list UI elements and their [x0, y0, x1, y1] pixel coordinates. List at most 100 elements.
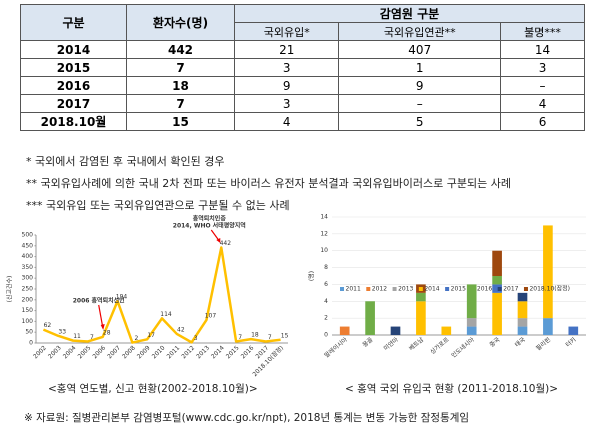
table-cell: 3	[233, 58, 340, 77]
y-tick-label: 8	[324, 264, 328, 271]
y-tick-label: 0	[324, 332, 328, 339]
x-tick-label: 베트남	[407, 335, 425, 352]
y-tick-label: 400	[22, 253, 34, 260]
bar-segment	[365, 301, 375, 335]
legend-label: 2015	[451, 286, 466, 293]
data-label: 17	[147, 332, 155, 339]
table-cell: –	[500, 76, 585, 95]
table-row: 2016 18 9 9–	[20, 76, 585, 95]
table-cell: 4	[233, 112, 340, 131]
table-cell: 1	[338, 58, 502, 77]
table-cell: –	[338, 94, 502, 113]
source: ※ 자료원: 질병관리본부 감염병포털(www.cdc.go.kr/npt), …	[24, 412, 470, 424]
data-label: 442	[220, 240, 232, 247]
x-tick-label: 몽골	[361, 336, 374, 349]
x-tick-label: 2004	[62, 344, 78, 360]
y-tick-label: 6	[324, 281, 328, 288]
y-tick-label: 2	[324, 315, 328, 322]
x-tick-label: 미얀마	[382, 335, 400, 352]
bar-segment	[492, 250, 502, 276]
table-cell: 2014	[20, 40, 127, 59]
table-cell: 5	[338, 112, 502, 131]
table-cell: 9	[233, 76, 340, 95]
line	[42, 246, 281, 344]
x-tick-label: 2003	[47, 344, 63, 360]
table-cell: 2016	[20, 76, 127, 95]
x-tick-label: 중국	[488, 336, 501, 349]
bar-segment	[492, 276, 502, 285]
data-label: 7	[90, 334, 94, 341]
y-axis-label: (명)	[308, 271, 316, 281]
header-cell: 감염원 구분	[234, 4, 585, 23]
x-tick-label: 말레이시아	[323, 335, 350, 359]
x-tick-label: 2005	[77, 344, 93, 360]
data-label: 33	[58, 328, 66, 335]
data-label: 2	[134, 335, 138, 342]
y-axis-label: (신고건수)	[6, 276, 14, 303]
y-tick-label: 350	[22, 264, 34, 271]
table-row: 2018.10월 15 4 5 6	[20, 112, 585, 131]
bar-segment	[517, 318, 528, 327]
data-label: 11	[73, 333, 81, 340]
header-cell: 구분	[20, 4, 127, 41]
x-tick-label: 싱가포르	[428, 335, 450, 356]
charts: (신고건수)0501001502002503003504004505002002…	[6, 214, 586, 377]
x-tick-label: 2009	[136, 344, 152, 360]
table-body: 2014 442 21 407 14 2015 7 3 1 3 2016 18 9 9–2017 7 3–4 2…	[20, 40, 585, 131]
bar-segment	[441, 326, 452, 335]
legend-swatch	[366, 287, 371, 291]
y-tick-label: 12	[320, 230, 328, 237]
table-cell: 4	[500, 94, 585, 113]
y-tick-label: 300	[22, 275, 34, 282]
annotation: 홍역퇴치인증	[193, 215, 227, 223]
table-row: 2014 442 21 407 14	[20, 40, 585, 59]
legend-swatch	[523, 287, 528, 291]
x-tick-label: 2002	[32, 344, 48, 360]
x-tick-label: 2016	[240, 344, 256, 360]
table-cell: 3	[233, 94, 340, 113]
data-label: 3	[194, 335, 198, 342]
bar-segment	[543, 318, 553, 335]
x-tick-label: 2010	[151, 344, 167, 360]
annotation-arrow	[98, 304, 104, 328]
data-label: 15	[281, 332, 289, 339]
y-tick-label: 100	[22, 318, 34, 325]
data-label: 194	[116, 294, 128, 301]
note: ** 국외유입사례에 의한 국내 2차 전파 또는 바이러스 유전자 분석결과 …	[26, 177, 511, 190]
x-tick-label: 2015	[225, 344, 241, 360]
table-row: 2015 7 3 1 3	[20, 58, 585, 77]
table: 구분 환자수(명) 감염원 구분 국외유입* 국외유입연관** 불명*** 20…	[20, 4, 585, 131]
legend-label: 2011	[346, 286, 361, 293]
y-tick-label: 0	[29, 340, 33, 347]
y-tick-label: 500	[22, 232, 34, 239]
arrow-head	[100, 324, 105, 330]
table-cell: 14	[500, 40, 585, 59]
data-label: 107	[205, 312, 217, 319]
y-tick-label: 250	[22, 286, 34, 293]
x-tick-label: 2011	[166, 344, 182, 360]
legend-swatch	[497, 287, 502, 291]
legend-swatch	[471, 287, 476, 291]
data-label: 42	[177, 326, 185, 333]
data-label: 18	[251, 332, 259, 339]
bar-segment	[517, 292, 528, 302]
subheader-cell: 불명***	[500, 22, 585, 41]
subheader-cell: 국외유입*	[233, 22, 340, 41]
y-tick-label: 450	[22, 242, 34, 249]
bar-segment	[466, 284, 477, 319]
x-tick-label: 2006	[91, 344, 107, 360]
x-tick-label: 2012	[180, 344, 196, 360]
bar-segment	[390, 326, 401, 335]
header-cell: 환자수(명)	[126, 4, 235, 41]
table-cell: 9	[338, 76, 502, 95]
bar-segment	[543, 225, 553, 319]
annotation: 2006 홍역퇴치선언	[73, 297, 125, 305]
legend-label: 2016	[477, 286, 492, 293]
y-tick-label: 200	[22, 296, 34, 303]
data-label: 114	[160, 311, 172, 318]
x-tick-label: 2007	[106, 344, 122, 360]
y-tick-label: 50	[25, 329, 33, 336]
data-label: 7	[268, 334, 272, 341]
y-tick-label: 4	[324, 298, 328, 305]
